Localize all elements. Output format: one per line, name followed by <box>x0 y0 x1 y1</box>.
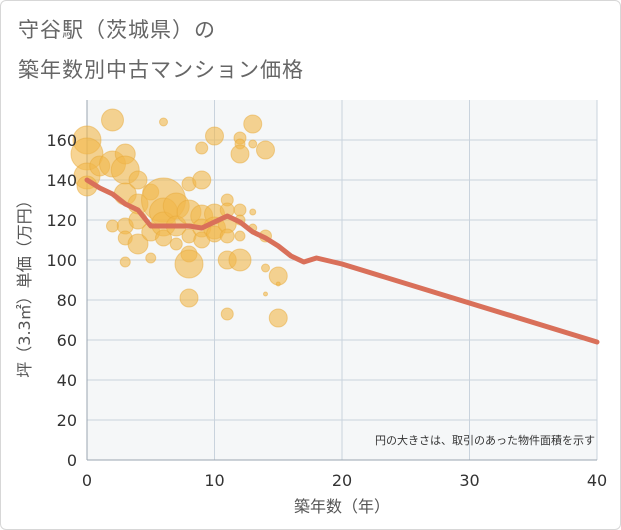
x-tick-label: 20 <box>332 471 352 490</box>
data-bubble <box>263 291 268 297</box>
bubble-size-note: 円の大きさは、取引のあった物件面積を示す <box>375 433 595 447</box>
data-bubble <box>195 141 209 155</box>
x-tick-label: 10 <box>204 471 224 490</box>
chart-title-line1: 守谷駅（茨城県）の <box>18 18 216 42</box>
y-tick-label: 60 <box>57 331 77 350</box>
grid-lines <box>86 100 598 461</box>
y-tick-label: 20 <box>57 411 77 430</box>
data-bubble <box>192 170 212 190</box>
y-tick-label: 120 <box>46 211 77 230</box>
data-bubble <box>127 233 149 255</box>
y-axis-ticks: 0 20 40 60 80 100 120 140 160 <box>46 131 77 470</box>
data-bubble <box>106 219 119 233</box>
y-tick-label: 0 <box>67 451 77 470</box>
data-bubble <box>169 237 183 251</box>
data-bubble <box>234 230 246 242</box>
chart-title-line2: 築年数別中古マンション価格 <box>18 58 304 82</box>
trend-line <box>84 177 600 345</box>
data-bubble <box>233 203 247 217</box>
data-bubble <box>205 126 224 146</box>
y-tick-label: 140 <box>46 171 77 190</box>
y-axis-label: 坪（3.3㎡）単価（万円） <box>15 192 34 377</box>
data-bubble <box>268 308 288 328</box>
x-axis-label: 築年数（年） <box>294 497 390 516</box>
data-bubble <box>243 114 263 134</box>
data-bubble <box>228 248 252 272</box>
data-bubble <box>220 307 234 321</box>
data-bubble <box>230 144 250 164</box>
data-bubble <box>145 252 157 264</box>
x-tick-label: 30 <box>459 471 479 490</box>
data-bubble <box>101 108 124 132</box>
x-axis-ticks: 0 10 20 30 40 <box>82 471 607 490</box>
data-bubble <box>179 288 199 308</box>
y-tick-label: 160 <box>46 131 77 150</box>
data-bubble <box>256 140 275 160</box>
data-bubble <box>261 263 270 273</box>
data-bubble <box>128 170 148 190</box>
data-bubble <box>275 281 281 287</box>
data-bubble <box>174 249 204 279</box>
x-tick-label: 40 <box>587 471 607 490</box>
y-tick-label: 80 <box>57 291 77 310</box>
data-bubble <box>159 117 168 127</box>
data-bubble <box>248 139 258 149</box>
data-bubble <box>155 229 172 247</box>
data-bubble <box>119 256 131 268</box>
y-tick-label: 100 <box>46 251 77 270</box>
x-tick-label: 0 <box>82 471 92 490</box>
data-bubble <box>249 208 257 216</box>
y-tick-label: 40 <box>57 371 77 390</box>
bubble-series <box>70 108 288 328</box>
data-bubble <box>219 228 235 244</box>
